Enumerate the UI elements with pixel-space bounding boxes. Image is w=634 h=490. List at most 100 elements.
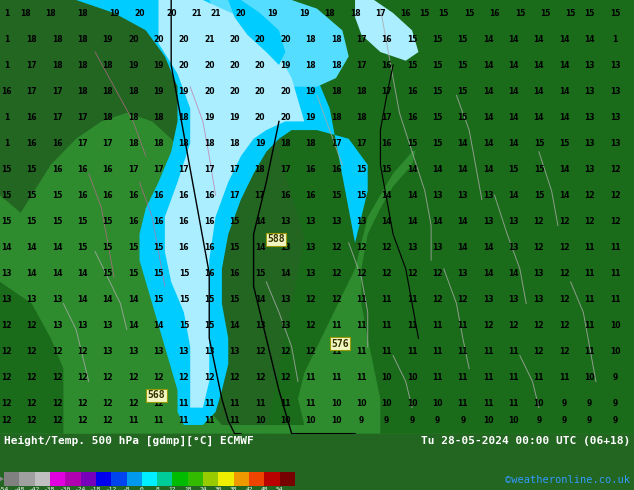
Text: 17: 17: [331, 139, 341, 147]
Text: 13: 13: [356, 217, 366, 226]
Text: 18: 18: [128, 87, 138, 96]
Polygon shape: [0, 472, 4, 486]
Bar: [264, 472, 280, 486]
Text: 11: 11: [280, 399, 290, 408]
Text: 18: 18: [20, 8, 30, 18]
Text: 15: 15: [1, 217, 11, 226]
Text: 13: 13: [230, 347, 240, 356]
Text: 14: 14: [559, 34, 569, 44]
Text: 13: 13: [458, 269, 468, 278]
Bar: [50, 472, 65, 486]
Text: 13: 13: [77, 321, 87, 330]
Text: 14: 14: [534, 87, 544, 96]
Text: 14: 14: [534, 61, 544, 70]
Text: 16: 16: [77, 191, 87, 199]
Text: 14: 14: [508, 113, 519, 122]
Text: 14: 14: [458, 243, 468, 252]
Text: 13: 13: [1, 269, 11, 278]
Text: 10: 10: [483, 416, 493, 425]
Text: 18: 18: [153, 113, 164, 122]
Text: 17: 17: [179, 165, 189, 173]
Text: 11: 11: [610, 294, 620, 304]
Text: 15: 15: [356, 191, 366, 199]
Text: 10: 10: [610, 347, 620, 356]
Text: 16: 16: [153, 191, 164, 199]
Text: 14: 14: [458, 165, 468, 173]
Text: 14: 14: [483, 87, 493, 96]
Text: 14: 14: [382, 217, 392, 226]
Text: 16: 16: [331, 165, 341, 173]
Text: Height/Temp. 500 hPa [gdmp][°C] ECMWF: Height/Temp. 500 hPa [gdmp][°C] ECMWF: [4, 436, 254, 446]
Text: 10: 10: [331, 416, 341, 425]
Text: 16: 16: [179, 191, 189, 199]
Text: 11: 11: [458, 321, 468, 330]
Text: 12: 12: [204, 373, 214, 382]
Text: 12: 12: [306, 321, 316, 330]
Text: 15: 15: [204, 321, 214, 330]
Text: 20: 20: [230, 34, 240, 44]
Text: 14: 14: [559, 191, 569, 199]
Text: 13: 13: [483, 294, 493, 304]
Text: 13: 13: [585, 87, 595, 96]
Polygon shape: [0, 195, 95, 434]
Text: 9: 9: [435, 416, 440, 425]
Text: 16: 16: [204, 217, 214, 226]
Text: 16: 16: [401, 8, 411, 18]
Text: 11: 11: [356, 294, 366, 304]
Text: 11: 11: [483, 373, 493, 382]
Text: 12: 12: [534, 217, 544, 226]
Text: 13: 13: [103, 321, 113, 330]
Text: 15: 15: [458, 113, 468, 122]
Text: 16: 16: [306, 191, 316, 199]
Text: 13: 13: [432, 191, 443, 199]
Text: 20: 20: [230, 87, 240, 96]
Text: 15: 15: [77, 243, 87, 252]
Text: ©weatheronline.co.uk: ©weatheronline.co.uk: [505, 475, 630, 485]
Bar: [219, 472, 234, 486]
Text: 19: 19: [306, 113, 316, 122]
Text: 1: 1: [4, 113, 9, 122]
Text: 14: 14: [27, 269, 37, 278]
Text: 15: 15: [77, 217, 87, 226]
Text: 15: 15: [420, 8, 430, 18]
Text: 15: 15: [103, 217, 113, 226]
Text: 15: 15: [103, 269, 113, 278]
Text: 19: 19: [204, 113, 214, 122]
Text: 12: 12: [432, 294, 443, 304]
Text: 11: 11: [382, 294, 392, 304]
Text: 12: 12: [280, 347, 290, 356]
Text: 18: 18: [128, 139, 138, 147]
Text: 20: 20: [280, 87, 290, 96]
Text: 9: 9: [612, 416, 618, 425]
Text: 13: 13: [1, 294, 11, 304]
Text: 12: 12: [483, 321, 493, 330]
Bar: [203, 472, 219, 486]
Text: 13: 13: [610, 113, 620, 122]
Text: 15: 15: [27, 191, 37, 199]
Text: 12: 12: [1, 347, 11, 356]
Text: 12: 12: [508, 321, 519, 330]
Text: 14: 14: [255, 217, 265, 226]
Text: 12: 12: [230, 373, 240, 382]
Text: 12: 12: [52, 347, 62, 356]
Text: 18: 18: [331, 61, 341, 70]
Text: 18: 18: [356, 87, 366, 96]
Text: 12: 12: [27, 347, 37, 356]
Text: 18: 18: [356, 113, 366, 122]
Text: 11: 11: [331, 373, 341, 382]
Text: 11: 11: [432, 321, 443, 330]
Text: 15: 15: [540, 8, 550, 18]
Text: 12: 12: [27, 416, 37, 425]
Text: 14: 14: [1, 243, 11, 252]
Text: 18: 18: [46, 8, 56, 18]
Polygon shape: [0, 65, 634, 434]
Text: 15: 15: [458, 61, 468, 70]
Text: 20: 20: [128, 34, 138, 44]
Text: -24: -24: [75, 487, 86, 490]
Text: 11: 11: [407, 347, 417, 356]
Text: 14: 14: [559, 113, 569, 122]
Text: 17: 17: [356, 34, 366, 44]
Text: 18: 18: [331, 113, 341, 122]
Text: 16: 16: [128, 217, 138, 226]
Text: 11: 11: [179, 399, 189, 408]
